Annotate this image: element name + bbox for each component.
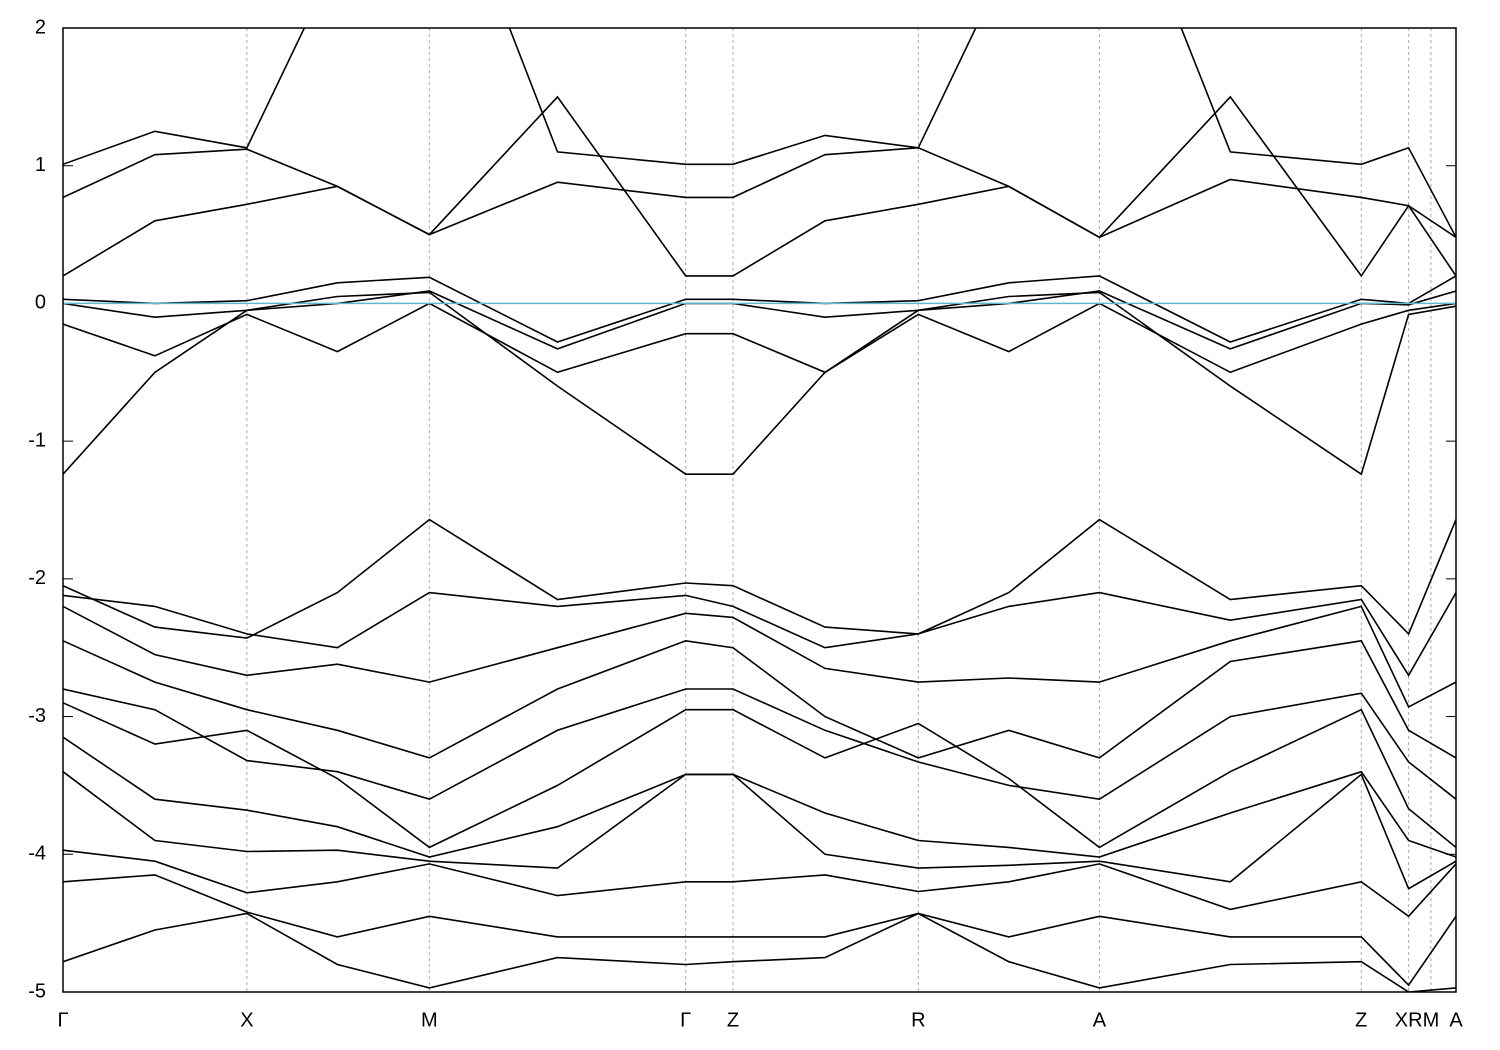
band-line [63,771,1456,890]
band-line [63,639,1456,759]
band-line [63,849,1456,918]
band-line [63,874,1456,987]
band-line [63,302,1456,374]
y-tick-label: 1 [35,154,46,176]
bands [63,28,1456,992]
band-line [63,912,1456,992]
x-tick-label: M [421,1009,438,1031]
band-line [63,146,1456,239]
x-tick-label: R [911,1009,925,1031]
band-line [63,290,1456,350]
y-tick-label: 0 [35,292,46,314]
x-tick-label: X [240,1009,253,1031]
band-line [63,688,1456,801]
band-line [63,28,1456,238]
band-line [63,736,1456,858]
x-tick-label: XR [1395,1009,1423,1031]
band-line [63,95,1456,278]
y-tick-label: -4 [28,843,46,865]
y-tick-label: -3 [28,705,46,727]
y-tick-label: -1 [28,429,46,451]
band-line [63,518,1456,639]
x-tick-label: Z [727,1009,739,1031]
plot-frame [62,27,1457,993]
grid [62,27,1457,993]
band-line [63,291,1456,476]
x-tick-label: A [1449,1009,1463,1031]
x-tick-label: Z [1355,1009,1367,1031]
band-line [63,591,1456,677]
band-line [63,275,1456,343]
x-tick-label: M [1423,1009,1440,1031]
x-tick-label: Γ [680,1009,691,1031]
x-tick-label: A [1093,1009,1107,1031]
band-line [63,605,1456,708]
y-tick-label: -2 [28,567,46,589]
x-tick-label: Γ [57,1009,68,1031]
y-tick-label: 2 [35,16,46,38]
band-line [63,702,1456,849]
y-tick-label: -5 [28,980,46,1002]
